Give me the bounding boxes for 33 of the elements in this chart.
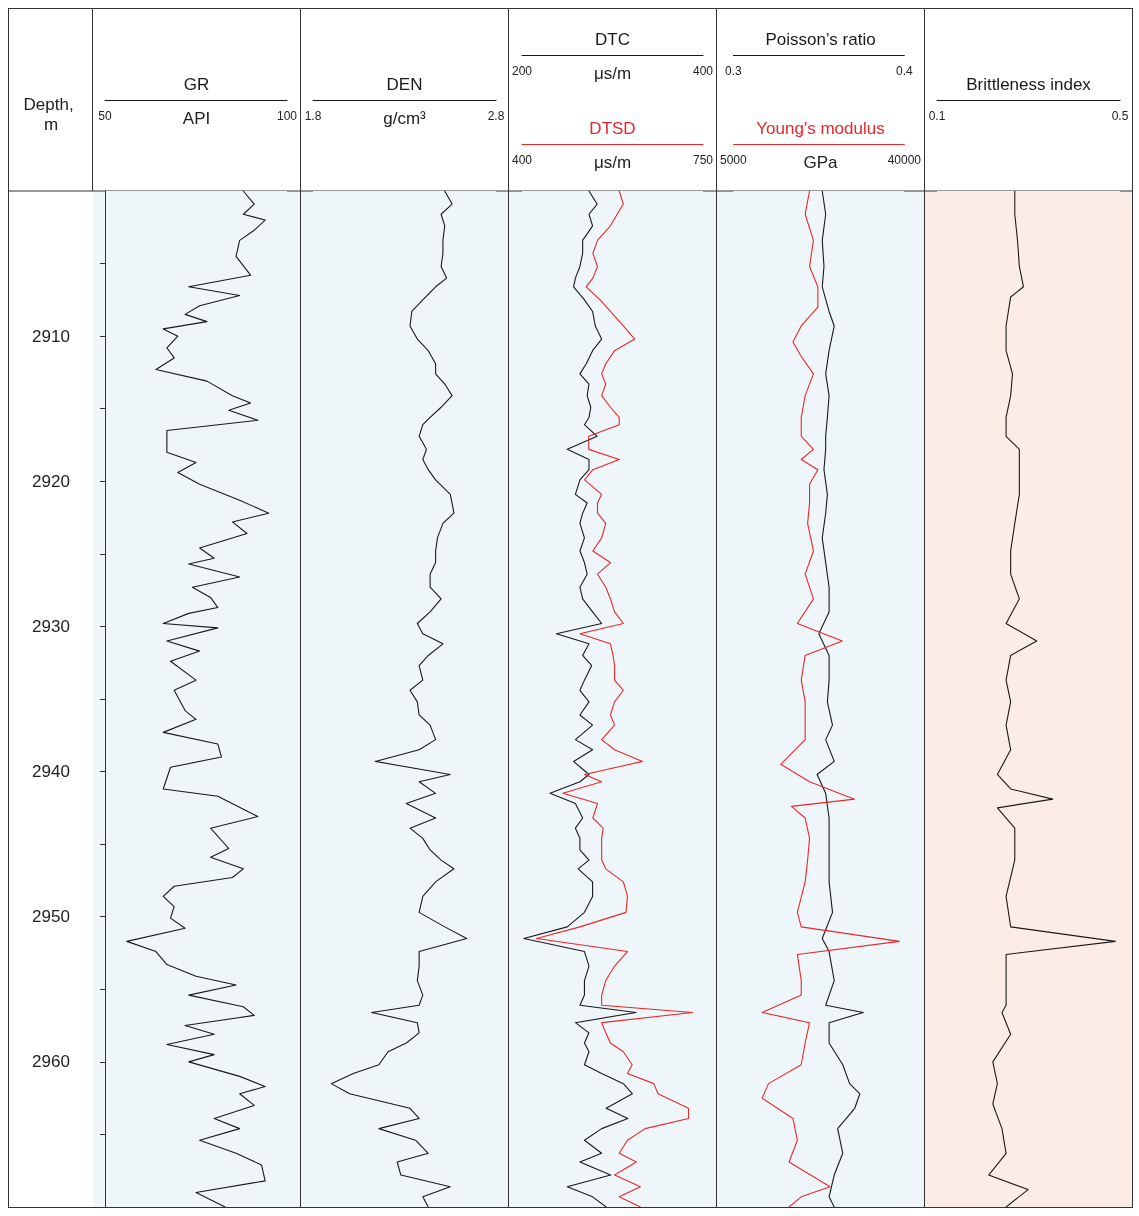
x-tick-label: 0.3: [725, 64, 743, 78]
x-tick-label: 0.5: [1111, 109, 1129, 123]
x2-tick-label: 5000: [720, 153, 748, 167]
y-tick-label: 2960: [32, 1052, 70, 1072]
y-tick-label: 2920: [32, 471, 70, 491]
text: GR: [183, 74, 210, 94]
x-axis-title: API: [182, 108, 211, 128]
y-tick-label: 2910: [32, 326, 70, 346]
x2-axis-title: μs/m: [593, 63, 632, 83]
text: Brittleness index: [966, 74, 1092, 94]
text: Poisson’s ratio: [765, 29, 876, 49]
x-tick-label: 100: [276, 109, 298, 123]
x-tick-label: 0.1: [928, 109, 946, 123]
x2-tick-label: 40000: [887, 153, 922, 167]
y-tick-label: 2940: [32, 762, 70, 782]
text: Young's modulus: [756, 118, 885, 138]
x-tick-label: 0.4: [895, 64, 913, 78]
x-tick-label: 400: [692, 64, 714, 78]
x-tick-label: 2.8: [487, 109, 505, 123]
x-tick-label: 200: [512, 64, 533, 78]
x2-tick-label: 400: [512, 153, 533, 167]
text: DTC: [595, 29, 630, 49]
text: DTSD: [589, 118, 636, 138]
x-tick-label: 1.8: [304, 109, 322, 123]
x-tick-label: 50: [98, 109, 112, 123]
x2-axis-title: GPa: [803, 152, 839, 172]
y-tick-label: 2930: [32, 616, 70, 636]
x-axis-title: g/cm³: [383, 108, 427, 128]
x-axis-title: μs/m: [593, 152, 632, 172]
y-tick-label: 2950: [32, 907, 70, 927]
text: DEN: [386, 74, 423, 94]
x2-tick-label: 750: [692, 153, 714, 167]
y-axis-title: Depth, m: [23, 94, 79, 134]
